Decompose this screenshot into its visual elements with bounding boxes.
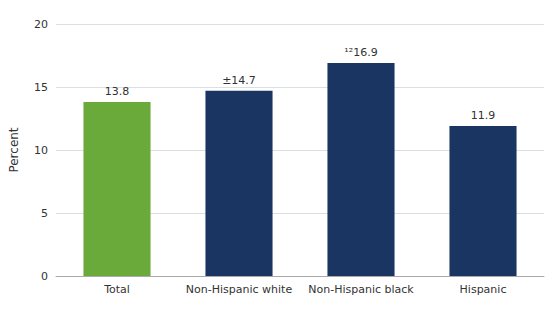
svg-text:Total: Total <box>103 283 130 296</box>
svg-text:Hispanic: Hispanic <box>460 283 507 296</box>
svg-text:11.9: 11.9 <box>471 109 496 122</box>
svg-text:5: 5 <box>41 207 48 220</box>
svg-text:13.8: 13.8 <box>105 85 130 98</box>
svg-text:20: 20 <box>34 18 48 31</box>
svg-text:¹²16.9: ¹²16.9 <box>344 46 377 59</box>
svg-text:Percent: Percent <box>7 127 21 172</box>
svg-text:±14.7: ±14.7 <box>222 74 256 87</box>
svg-text:0: 0 <box>41 270 48 283</box>
svg-text:10: 10 <box>34 144 48 157</box>
svg-text:15: 15 <box>34 81 48 94</box>
svg-text:Non-Hispanic black: Non-Hispanic black <box>308 283 414 296</box>
svg-text:Non-Hispanic white: Non-Hispanic white <box>186 283 293 296</box>
